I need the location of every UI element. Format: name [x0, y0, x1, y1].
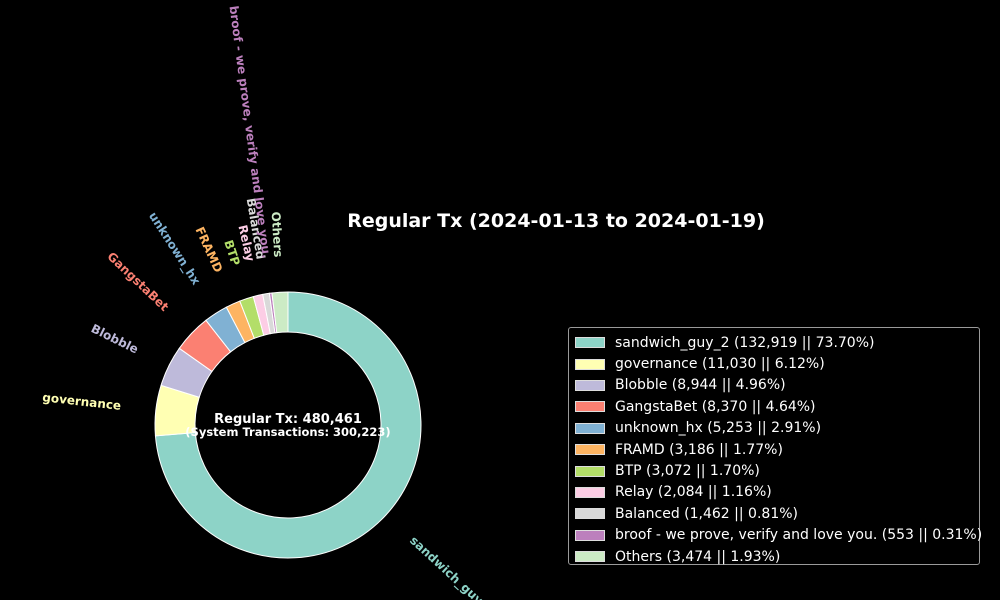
- legend-swatch: [575, 529, 605, 541]
- slice-label-blobble: Blobble: [89, 321, 141, 356]
- legend-label: FRAMD (3,186 || 1.77%): [615, 441, 783, 458]
- legend-label: broof - we prove, verify and love you. (…: [615, 527, 983, 544]
- legend-swatch: [575, 465, 605, 477]
- legend-item: governance (11,030 || 6.12%): [575, 353, 979, 374]
- legend-swatch: [575, 358, 605, 370]
- legend-item: FRAMD (3,186 || 1.77%): [575, 439, 979, 460]
- legend-label: unknown_hx (5,253 || 2.91%): [615, 420, 822, 437]
- legend-item: Relay (2,084 || 1.16%): [575, 482, 979, 503]
- legend-item: BTP (3,072 || 1.70%): [575, 460, 979, 481]
- slice-label-others: Others: [269, 211, 286, 257]
- slice-label-sandwich-guy-2: sandwich_guy_2: [406, 533, 496, 600]
- legend-item: Others (3,474 || 1.93%): [575, 546, 979, 567]
- legend-label: Relay (2,084 || 1.16%): [615, 484, 772, 501]
- legend-label: governance (11,030 || 6.12%): [615, 356, 825, 373]
- legend-label: GangstaBet (8,370 || 4.64%): [615, 398, 816, 415]
- legend-item: GangstaBet (8,370 || 4.64%): [575, 396, 979, 417]
- legend-label: Others (3,474 || 1.93%): [615, 548, 781, 565]
- slice-label-unknown-hx: unknown_hx: [145, 209, 203, 288]
- chart-title: Regular Tx (2024-01-13 to 2024-01-19): [347, 210, 765, 232]
- legend-swatch: [575, 444, 605, 456]
- legend-item: sandwich_guy_2 (132,919 || 73.70%): [575, 332, 979, 353]
- legend-label: Blobble (8,944 || 4.96%): [615, 377, 786, 394]
- slice-label-framd: FRAMD: [192, 225, 225, 275]
- legend-swatch: [575, 379, 605, 391]
- legend-item: unknown_hx (5,253 || 2.91%): [575, 418, 979, 439]
- legend-swatch: [575, 337, 605, 349]
- center-system-label: (System Transactions: 300,223): [185, 425, 390, 439]
- legend-label: Balanced (1,462 || 0.81%): [615, 505, 798, 522]
- slice-others: [271, 291, 289, 334]
- legend-swatch: [575, 508, 605, 520]
- legend-item: Balanced (1,462 || 0.81%): [575, 503, 979, 524]
- legend-swatch: [575, 486, 605, 498]
- legend-item: Blobble (8,944 || 4.96%): [575, 375, 979, 396]
- legend-label: BTP (3,072 || 1.70%): [615, 463, 760, 480]
- center-total-label: Regular Tx: 480,461: [214, 412, 362, 427]
- slice-label-gangstabet: GangstaBet: [104, 249, 171, 314]
- donut-slices: [154, 291, 422, 559]
- legend-swatch: [575, 401, 605, 413]
- legend-swatch: [575, 422, 605, 434]
- legend-swatch: [575, 551, 605, 563]
- slice-sandwich-guy-2: [154, 291, 422, 559]
- legend-item: broof - we prove, verify and love you. (…: [575, 525, 983, 546]
- chart-legend: sandwich_guy_2 (132,919 || 73.70%) govern…: [568, 327, 983, 567]
- slice-label-governance: governance: [42, 390, 122, 413]
- legend-label: sandwich_guy_2 (132,919 || 73.70%): [615, 334, 875, 351]
